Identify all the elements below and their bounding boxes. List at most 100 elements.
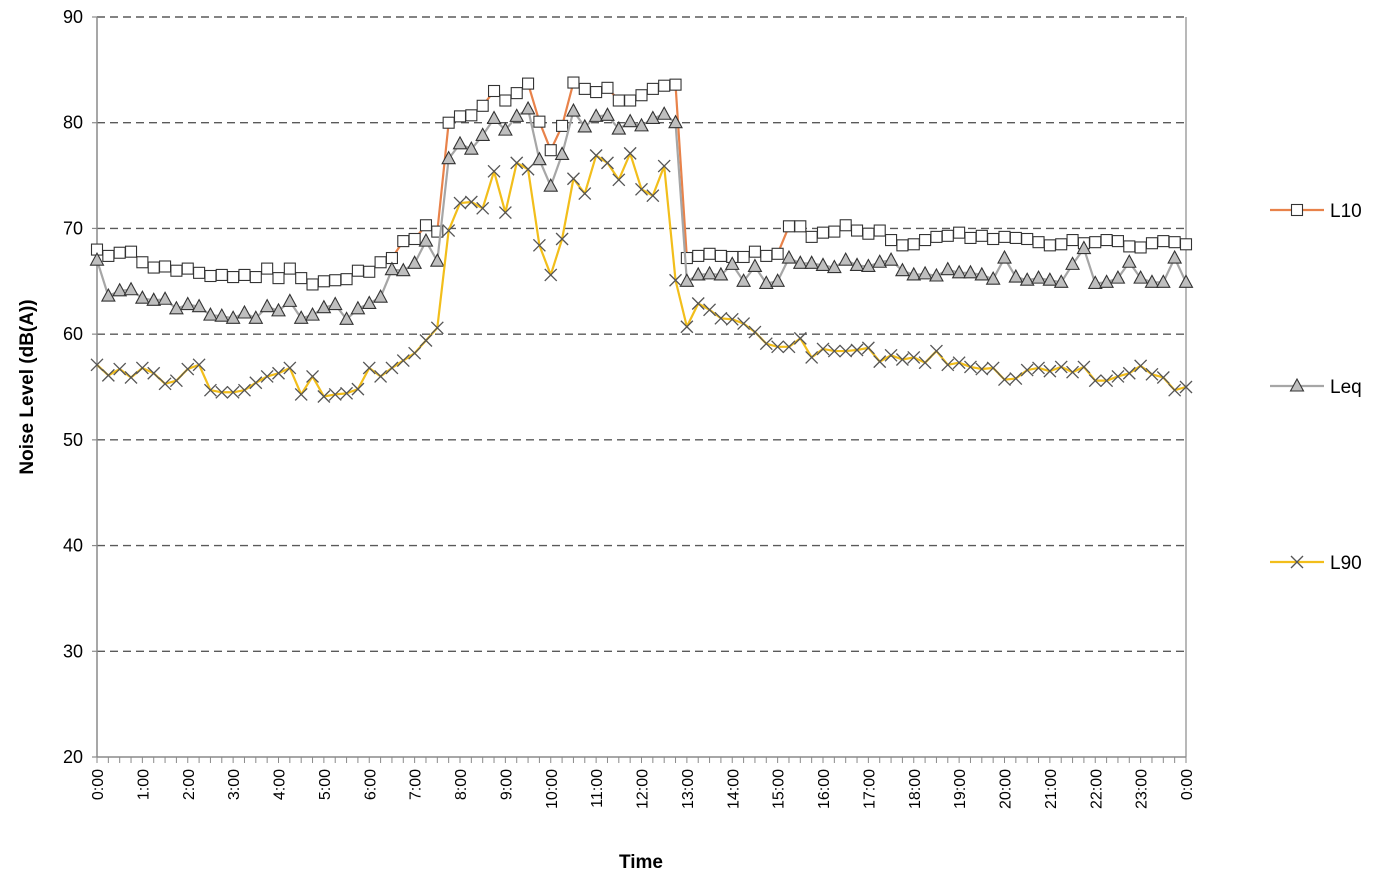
data-point	[963, 264, 978, 279]
data-point	[873, 355, 887, 369]
marker-stroke	[113, 362, 127, 376]
data-point	[714, 311, 728, 325]
data-point	[725, 312, 739, 326]
data-point	[1122, 366, 1136, 380]
data-point	[306, 278, 319, 291]
marker-stroke	[192, 358, 206, 372]
data-point	[1054, 360, 1068, 374]
data-point	[885, 234, 898, 247]
data-point	[658, 79, 671, 92]
legend: L10 Leq L90	[1270, 201, 1362, 574]
data-point	[1088, 374, 1102, 388]
data-point	[974, 266, 990, 281]
data-point	[907, 350, 921, 364]
marker-stroke	[249, 376, 263, 390]
data-point	[964, 360, 977, 374]
data-point	[158, 377, 172, 391]
data-point	[283, 361, 297, 375]
data-point	[1144, 274, 1160, 288]
data-point	[556, 119, 569, 132]
data-point	[623, 146, 637, 160]
marker-stroke	[1168, 383, 1182, 397]
data-point	[850, 224, 864, 237]
y-tick-label: 40	[63, 536, 83, 556]
data-point	[656, 106, 672, 120]
data-point	[998, 230, 1011, 243]
data-point	[351, 264, 364, 277]
x-tick-label: 3:00	[226, 769, 243, 800]
data-point	[238, 383, 251, 397]
data-point	[362, 361, 376, 375]
data-point	[590, 86, 603, 99]
marker-stroke	[1043, 364, 1057, 378]
data-point	[691, 297, 705, 310]
data-point	[363, 265, 376, 278]
marker-stroke	[385, 361, 399, 375]
marker-stroke	[532, 238, 546, 252]
data-point	[294, 387, 308, 401]
data-point	[1179, 380, 1193, 394]
data-point	[748, 245, 761, 258]
data-point	[1167, 249, 1183, 264]
data-point	[894, 262, 910, 277]
data-point	[793, 331, 807, 345]
data-point	[134, 290, 150, 304]
data-point	[918, 356, 932, 370]
marker-stroke	[396, 354, 410, 368]
data-point	[646, 82, 659, 95]
data-point	[408, 232, 421, 246]
data-point	[374, 369, 388, 383]
data-point	[669, 273, 682, 287]
data-point	[361, 295, 377, 310]
data-point	[1076, 240, 1092, 255]
data-point	[985, 271, 1001, 285]
data-point	[736, 273, 752, 287]
x-tick-label: 6:00	[362, 769, 379, 800]
data-point	[998, 373, 1011, 387]
data-point	[1134, 241, 1147, 254]
data-point	[180, 296, 196, 311]
marker-stroke	[737, 317, 751, 331]
data-point	[860, 258, 876, 273]
marker-stroke	[793, 331, 807, 345]
data-point	[214, 308, 230, 322]
data-point	[849, 257, 865, 271]
data-point	[940, 261, 956, 276]
data-point	[1065, 256, 1080, 270]
data-point	[724, 256, 740, 270]
data-point	[589, 149, 603, 162]
series-leq	[89, 100, 1194, 325]
data-point	[112, 282, 128, 297]
y-tick-label: 90	[63, 7, 83, 27]
marker-stroke	[918, 356, 932, 370]
data-point	[147, 261, 160, 274]
data-point	[159, 260, 172, 273]
data-point	[1043, 239, 1056, 252]
data-point	[737, 317, 751, 331]
y-tick-label: 20	[63, 747, 83, 767]
marker-stroke	[805, 350, 819, 364]
marker-stroke	[1179, 380, 1193, 394]
data-point	[1110, 269, 1126, 284]
data-point	[192, 358, 206, 372]
x-tick-label: 9:00	[498, 769, 515, 800]
data-point	[293, 310, 309, 324]
data-point	[1053, 274, 1069, 288]
data-point	[272, 366, 285, 380]
data-point	[329, 274, 342, 287]
data-point	[601, 81, 614, 94]
data-point	[951, 264, 967, 279]
marker-stroke	[351, 382, 365, 396]
data-point	[929, 267, 944, 282]
data-point	[168, 300, 184, 315]
marker-stroke	[964, 360, 977, 374]
marker-stroke	[669, 273, 682, 287]
x-tick-label: 12:00	[635, 769, 652, 809]
data-point	[170, 264, 183, 277]
data-point	[771, 247, 784, 260]
legend-item-l90: L90	[1270, 553, 1362, 574]
marker-stroke	[487, 164, 501, 178]
data-point	[499, 94, 512, 107]
data-point	[782, 220, 796, 233]
